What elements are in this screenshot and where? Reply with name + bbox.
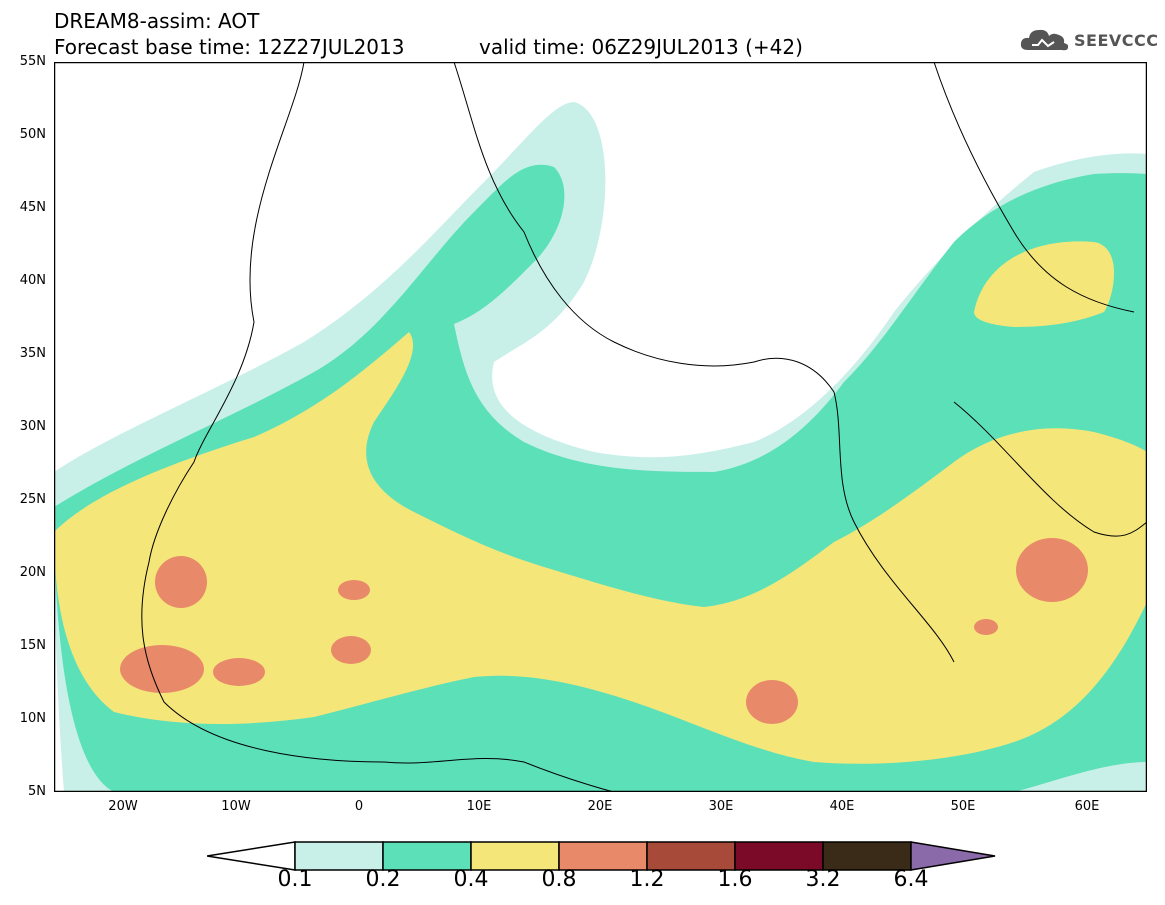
coastline-gulf	[953, 401, 1147, 537]
lon-label: 20E	[587, 799, 613, 814]
lat-label: 40N	[19, 273, 46, 288]
aot-band-0.8-patches	[120, 538, 1088, 724]
colorbar-label: 1.6	[717, 867, 753, 892]
aot-patch-arabia	[1016, 538, 1088, 602]
lon-label: 60E	[1074, 799, 1100, 814]
lat-label: 45N	[19, 200, 46, 215]
lon-label: 30E	[708, 799, 734, 814]
coastline-caspian	[933, 62, 1135, 313]
lon-label: 40E	[829, 799, 855, 814]
aot-patch-yemen	[974, 619, 998, 635]
valid-time: valid time: 06Z29JUL2013 (+42)	[479, 35, 803, 59]
forecast-base-time: Forecast base time: 12Z27JUL2013	[54, 35, 405, 59]
lat-label: 15N	[19, 638, 46, 653]
colorbar-segment	[558, 841, 648, 871]
colorbar-segment	[646, 841, 736, 871]
lat-label: 5N	[28, 784, 46, 799]
colorbar-label: 0.4	[453, 867, 489, 892]
colorbar-segment	[382, 841, 472, 871]
logo-text: SEEVCCC	[1074, 30, 1159, 50]
lon-label: 0	[354, 799, 364, 814]
colorbar-label: 0.2	[365, 867, 401, 892]
colorbar-segment	[207, 841, 296, 871]
colorbar-segment	[294, 841, 384, 871]
colorbar-segment	[470, 841, 560, 871]
colorbar-segment	[822, 841, 912, 871]
coastlines	[141, 62, 1147, 792]
aot-patch-senegal	[120, 645, 204, 693]
lat-label: 30N	[19, 419, 46, 434]
lat-label: 50N	[19, 127, 46, 142]
colorbar-label: 6.4	[893, 867, 929, 892]
colorbar-label: 0.1	[277, 867, 313, 892]
lat-label: 55N	[19, 54, 46, 69]
colorbar	[207, 841, 996, 871]
aot-patch-sudan	[746, 680, 798, 724]
map-border	[54, 62, 1147, 792]
aot-band-0.4-north	[974, 241, 1114, 327]
aot-band-0.4	[54, 332, 1147, 764]
lat-label: 25N	[19, 492, 46, 507]
lon-label: 10W	[221, 799, 251, 814]
coastline-med-red-sea	[453, 62, 955, 663]
aot-patch-mali-east	[338, 580, 370, 600]
aot-patch-niger	[331, 636, 371, 664]
seevccc-logo: SEEVCCC	[1018, 26, 1159, 54]
lat-label: 20N	[19, 565, 46, 580]
colorbar-label: 3.2	[805, 867, 841, 892]
colorbar-label: 1.2	[629, 867, 665, 892]
aot-patch-westafrica-north	[155, 556, 207, 608]
lat-label: 10N	[19, 711, 46, 726]
lat-label: 35N	[19, 346, 46, 361]
lon-label: 20W	[108, 799, 138, 814]
colorbar-segment	[734, 841, 824, 871]
aot-patch-mali-west	[213, 658, 265, 686]
colorbar-label: 0.8	[541, 867, 577, 892]
colorbar-segment	[910, 841, 996, 871]
coastline-africa-west	[141, 62, 615, 792]
aot-map	[54, 62, 1147, 792]
cloud-icon	[1020, 29, 1069, 51]
lon-label: 10E	[466, 799, 492, 814]
lon-label: 50E	[950, 799, 976, 814]
title-line-1: DREAM8-assim: AOT	[54, 9, 260, 33]
